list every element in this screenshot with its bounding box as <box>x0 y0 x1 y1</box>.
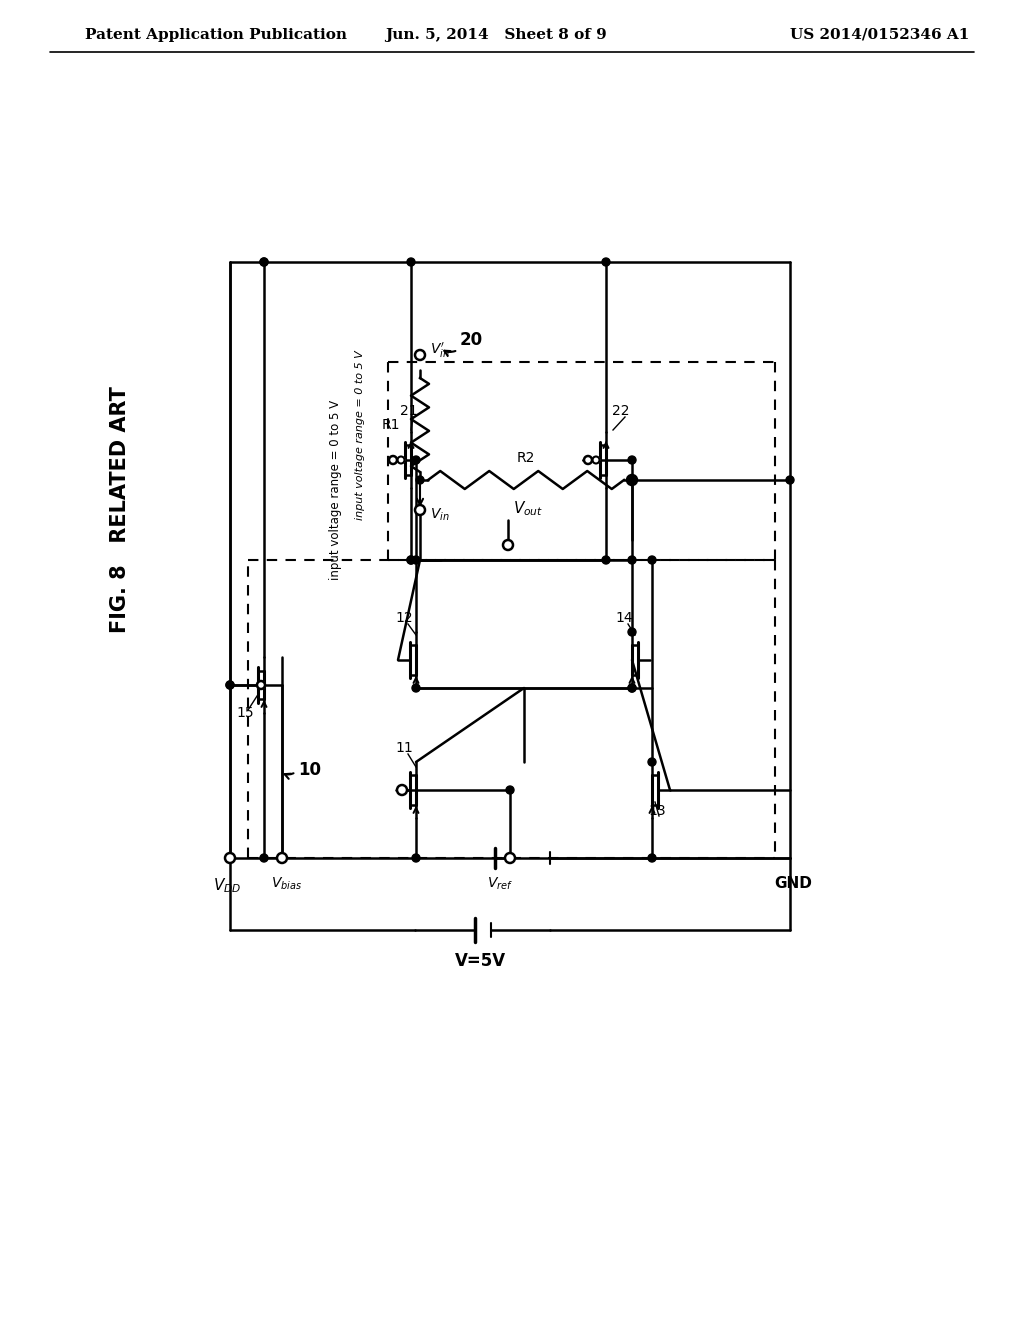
Text: input voltage range = 0 to 5 V: input voltage range = 0 to 5 V <box>355 350 365 520</box>
Circle shape <box>389 455 397 465</box>
Text: input voltage range = 0 to 5 V: input voltage range = 0 to 5 V <box>329 400 341 579</box>
Text: 13: 13 <box>648 804 666 818</box>
Text: $V_{bias}$: $V_{bias}$ <box>271 876 302 892</box>
Circle shape <box>584 455 592 465</box>
Circle shape <box>225 853 234 863</box>
Circle shape <box>257 681 265 689</box>
Text: 12: 12 <box>395 611 413 624</box>
Circle shape <box>407 257 415 267</box>
Text: R2: R2 <box>517 451 536 465</box>
Circle shape <box>260 257 268 267</box>
Text: 22: 22 <box>612 404 630 418</box>
Circle shape <box>226 681 234 689</box>
Text: FIG. 8   RELATED ART: FIG. 8 RELATED ART <box>110 387 130 634</box>
Circle shape <box>415 350 425 360</box>
Circle shape <box>412 556 420 564</box>
Circle shape <box>628 477 636 484</box>
Text: 20: 20 <box>460 331 483 348</box>
Circle shape <box>602 257 610 267</box>
Circle shape <box>415 506 425 515</box>
Text: R1: R1 <box>382 418 400 432</box>
Circle shape <box>397 785 407 795</box>
Text: GND: GND <box>774 876 812 891</box>
Text: 14: 14 <box>615 611 633 624</box>
Circle shape <box>412 854 420 862</box>
Circle shape <box>786 477 794 484</box>
Circle shape <box>648 854 656 862</box>
Circle shape <box>407 556 415 564</box>
Text: $V_{in}$: $V_{in}$ <box>430 507 450 523</box>
Circle shape <box>260 257 268 267</box>
Circle shape <box>628 684 636 692</box>
Circle shape <box>628 628 636 636</box>
Circle shape <box>628 684 636 692</box>
Circle shape <box>397 457 404 463</box>
Text: 21: 21 <box>400 404 418 418</box>
Circle shape <box>260 854 268 862</box>
Text: 11: 11 <box>395 741 413 755</box>
Circle shape <box>416 477 424 484</box>
Circle shape <box>407 556 415 564</box>
Circle shape <box>628 556 636 564</box>
Text: $V_{ref}$: $V_{ref}$ <box>487 876 513 892</box>
Text: Patent Application Publication: Patent Application Publication <box>85 28 347 42</box>
Circle shape <box>506 785 514 795</box>
Circle shape <box>648 758 656 766</box>
Text: $V_{in}'$: $V_{in}'$ <box>430 341 450 359</box>
Text: Jun. 5, 2014   Sheet 8 of 9: Jun. 5, 2014 Sheet 8 of 9 <box>385 28 607 42</box>
Circle shape <box>648 556 656 564</box>
Circle shape <box>226 681 234 689</box>
Text: 10: 10 <box>298 762 321 779</box>
Circle shape <box>278 853 287 863</box>
Circle shape <box>412 455 420 465</box>
Circle shape <box>412 684 420 692</box>
Circle shape <box>627 475 637 484</box>
Circle shape <box>503 540 513 550</box>
Circle shape <box>602 556 610 564</box>
Text: V=5V: V=5V <box>455 952 506 970</box>
Circle shape <box>593 457 599 463</box>
Circle shape <box>628 455 636 465</box>
Circle shape <box>505 853 515 863</box>
Text: $V_{DD}$: $V_{DD}$ <box>213 876 242 895</box>
Text: US 2014/0152346 A1: US 2014/0152346 A1 <box>790 28 970 42</box>
Text: 15: 15 <box>236 706 254 719</box>
Text: $V_{out}$: $V_{out}$ <box>513 499 543 517</box>
